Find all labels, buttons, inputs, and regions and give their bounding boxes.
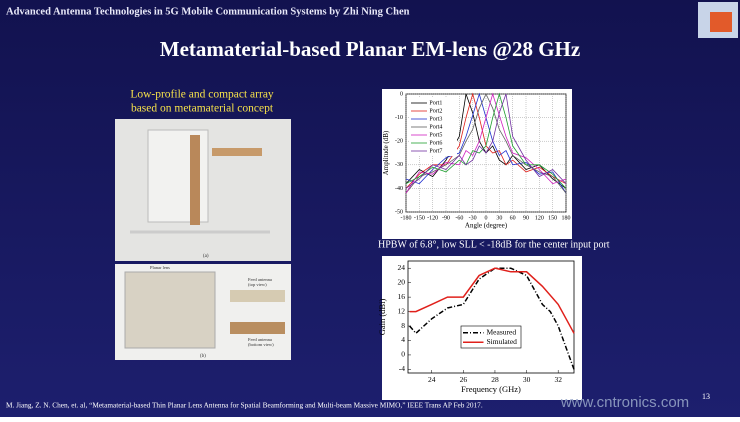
data-line: [405, 93, 567, 194]
x-axis-label: Frequency (GHz): [461, 384, 521, 394]
caption: based on metamaterial concept: [131, 103, 274, 115]
photo-label: Feed antenna: [248, 277, 272, 282]
data-line: [405, 92, 567, 189]
x-tick-label: 24: [428, 375, 436, 384]
x-axis-label: Angle (degree): [465, 221, 508, 229]
x-tick-label: 32: [554, 375, 562, 384]
x-tick-label: 180: [562, 215, 571, 221]
x-tick-label: 90: [523, 215, 529, 221]
x-tick-label: 120: [535, 215, 544, 221]
legend-box: [409, 97, 457, 156]
feed-board: [212, 148, 262, 156]
y-tick-label: 24: [398, 263, 406, 272]
legend-label: Port7: [429, 148, 442, 154]
y-tick-label: -30: [395, 162, 403, 168]
x-tick-label: 150: [548, 215, 557, 221]
x-tick-label: 30: [496, 215, 502, 221]
y-tick-label: 0: [400, 91, 403, 97]
feed-board: [190, 135, 200, 225]
photo-label: (top view): [248, 282, 267, 287]
plot-area: [407, 260, 575, 374]
caption: HPBW of 6.8°, low SLL < -18dB for the ce…: [378, 239, 610, 250]
y-tick-label: 12: [398, 306, 406, 315]
photo-label: Planar lens: [150, 265, 170, 270]
x-tick-label: 0: [485, 215, 488, 221]
slide-title: Metamaterial-based Planar EM-lens @28 GH…: [160, 37, 580, 61]
y-tick-label: 4: [401, 335, 405, 344]
x-tick-label: -30: [469, 215, 477, 221]
x-tick-label: 30: [523, 375, 531, 384]
x-tick-label: 26: [460, 375, 468, 384]
y-axis-label: Gain (dBi): [377, 299, 387, 336]
lens-plate: [124, 271, 216, 349]
y-tick-label: -4: [399, 364, 405, 373]
x-tick-label: -120: [427, 215, 438, 221]
watermark: www.cntronics.com: [560, 394, 689, 411]
data-line: [405, 92, 567, 194]
feed-board: [230, 322, 285, 334]
y-axis-label: Amplitude (dB): [382, 130, 390, 175]
y-tick-label: 16: [398, 292, 406, 301]
legend-label: Port4: [429, 124, 442, 130]
caption: Low-profile and compact array: [130, 89, 274, 101]
legend-label: Measured: [487, 327, 517, 336]
legend-label: Port3: [429, 116, 442, 122]
legend-label: Port5: [429, 132, 442, 138]
x-tick-label: -150: [414, 215, 425, 221]
y-tick-label: -10: [395, 115, 403, 121]
data-line: [409, 267, 575, 370]
legend-label: Port6: [429, 140, 442, 146]
x-tick-label: -60: [455, 215, 463, 221]
reference: M. Jiang, Z. N. Chen, et. al, “Metamater…: [6, 401, 483, 410]
x-tick-label: 28: [491, 375, 499, 384]
data-line: [409, 267, 575, 334]
y-tick-label: 20: [398, 277, 406, 286]
data-line: [405, 93, 567, 189]
photo-label: Feed antenna: [248, 337, 272, 342]
x-tick-label: -180: [401, 215, 412, 221]
y-tick-label: 8: [401, 321, 405, 330]
y-tick-label: 0: [401, 350, 405, 359]
logo-detail: [710, 12, 732, 32]
photo-label: (b): [200, 354, 206, 359]
legend-label: Port2: [429, 108, 442, 114]
y-tick-label: -40: [395, 186, 403, 192]
page-number: 13: [702, 392, 710, 401]
photo-label: (a): [203, 254, 209, 259]
y-tick-label: -50: [395, 209, 403, 215]
legend-label: Port1: [429, 100, 442, 106]
feed-board: [230, 290, 285, 302]
legend-label: Simulated: [487, 337, 518, 346]
x-tick-label: -90: [442, 215, 450, 221]
y-tick-label: -20: [395, 139, 403, 145]
photo-label: (bottom view): [248, 342, 274, 347]
x-tick-label: 60: [510, 215, 516, 221]
header: Advanced Antenna Technologies in 5G Mobi…: [6, 6, 410, 17]
